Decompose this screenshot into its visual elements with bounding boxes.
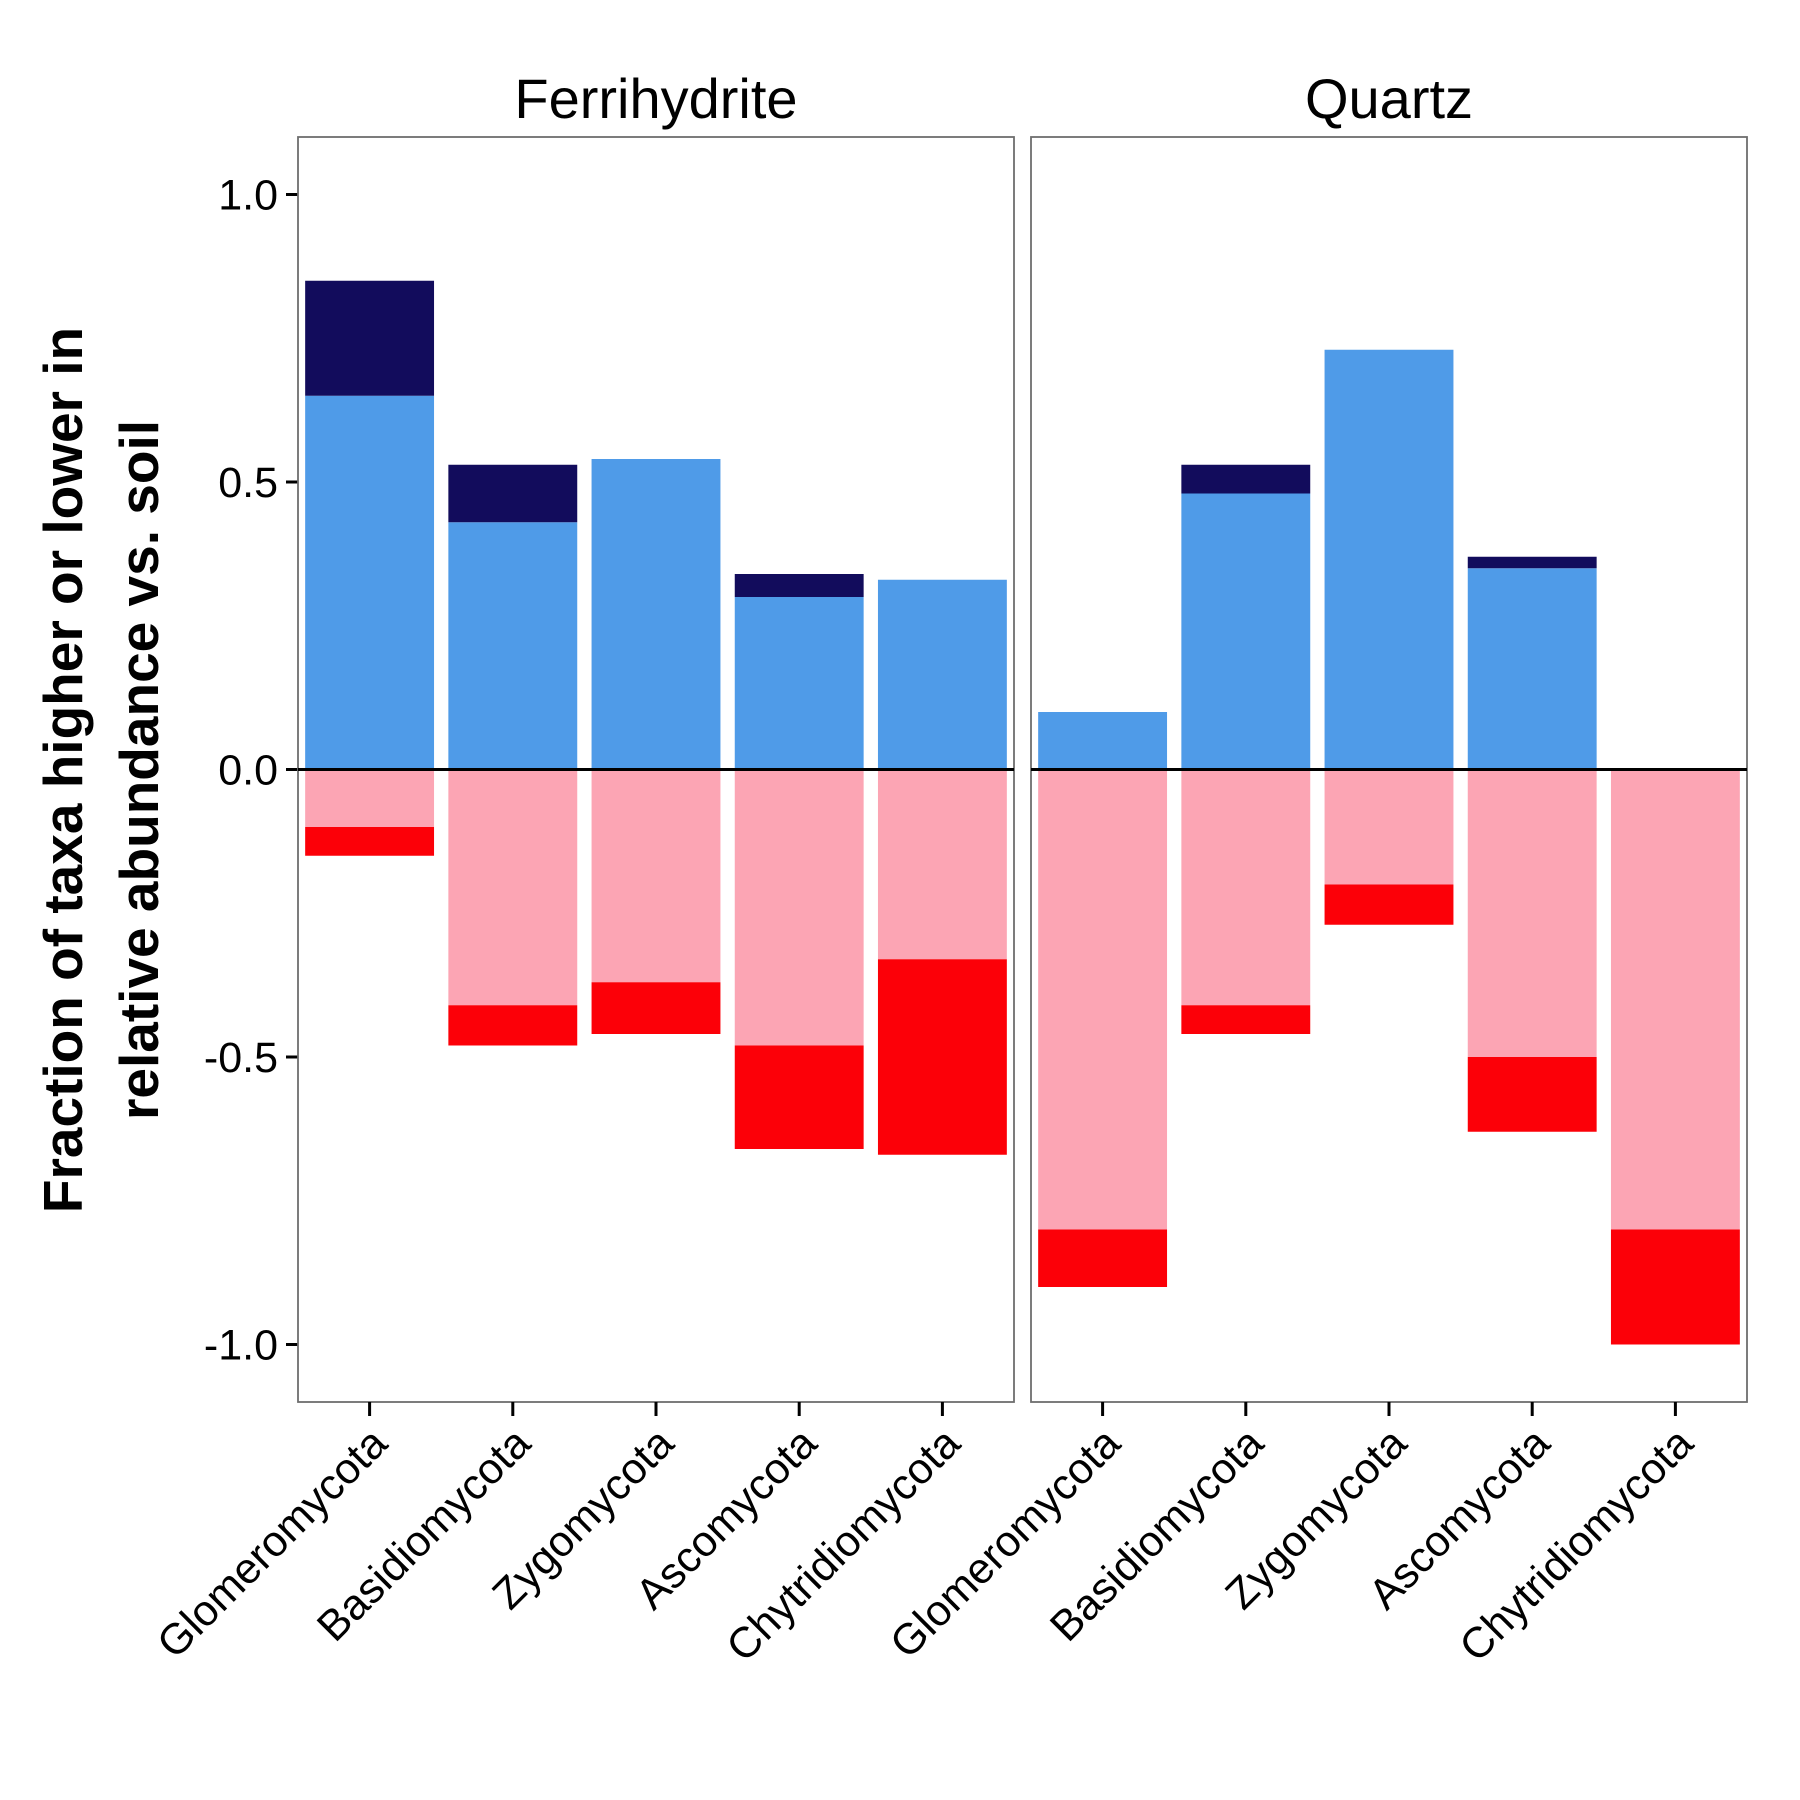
- bar-lower-light: [1610, 769, 1740, 1230]
- bar-lower-dark: [591, 982, 721, 1034]
- bar-lower-dark: [1610, 1229, 1740, 1345]
- y-axis-title-line-1: Fraction of taxa higher or lower in: [32, 327, 94, 1213]
- panel-title: Ferrihydrite: [514, 67, 797, 130]
- bar-lower-dark: [1038, 1229, 1168, 1287]
- bar-higher-dark: [1467, 556, 1597, 569]
- bar-lower-dark: [448, 1005, 578, 1046]
- bar-lower-light: [305, 769, 435, 827]
- y-tick-label: -1.0: [204, 1322, 278, 1370]
- y-tick-label: 0.5: [218, 459, 278, 507]
- bar-higher-light: [1181, 493, 1311, 770]
- bar-lower-light: [1038, 769, 1168, 1230]
- y-tick-label: 1.0: [218, 172, 278, 220]
- bar-lower-light: [448, 769, 578, 1006]
- bar-higher-dark: [1181, 464, 1311, 494]
- bar-lower-light: [734, 769, 864, 1046]
- bar-lower-dark: [1181, 1005, 1311, 1034]
- bar-higher-light: [1467, 568, 1597, 770]
- bar-lower-dark: [1324, 884, 1454, 925]
- bar-lower-dark: [734, 1045, 864, 1149]
- bar-lower-light: [591, 769, 721, 983]
- bar-higher-light: [448, 522, 578, 770]
- panel-ferrihydrite: FerrihydriteGlomeromycotaBasidiomycotaZy…: [148, 67, 1015, 1671]
- bar-lower-light: [1324, 769, 1454, 885]
- bar-lower-dark: [1467, 1057, 1597, 1132]
- bar-higher-light: [305, 395, 435, 770]
- bar-higher-light: [734, 597, 864, 770]
- bar-higher-light: [877, 579, 1007, 770]
- bar-higher-light: [1324, 349, 1454, 770]
- bar-lower-light: [1181, 769, 1311, 1006]
- y-axis-title-line-2: relative abundance vs. soil: [108, 420, 170, 1120]
- bar-lower-light: [877, 769, 1007, 960]
- bar-higher-dark: [448, 464, 578, 523]
- bar-lower-light: [1467, 769, 1597, 1057]
- panel-quartz: QuartzGlomeromycotaBasidiomycotaZygomyco…: [881, 67, 1748, 1671]
- bar-higher-dark: [734, 574, 864, 597]
- bar-lower-dark: [877, 959, 1007, 1155]
- y-axis-title: Fraction of taxa higher or lower in rela…: [32, 327, 170, 1213]
- y-axis: 1.0 0.5 0.0 -0.5 -1.0: [204, 172, 298, 1370]
- bar-lower-dark: [305, 827, 435, 856]
- panel-title: Quartz: [1305, 67, 1473, 130]
- y-tick-label: 0.0: [218, 747, 278, 795]
- y-tick-label: -0.5: [204, 1034, 278, 1082]
- bar-higher-light: [591, 459, 721, 770]
- bar-higher-dark: [305, 280, 435, 396]
- bar-higher-light: [1038, 712, 1168, 770]
